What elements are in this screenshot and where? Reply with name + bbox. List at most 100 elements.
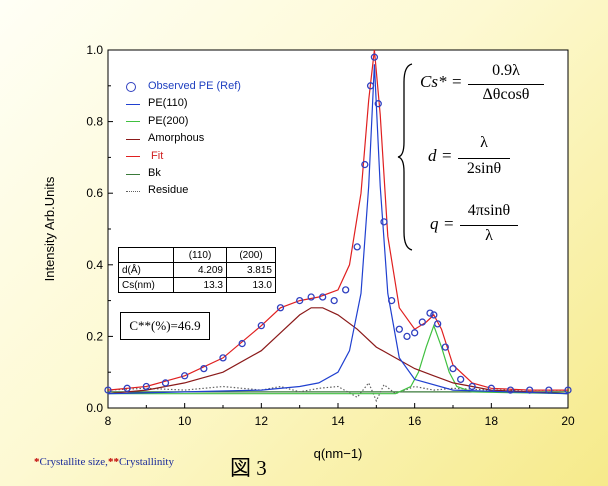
observed-point [123,384,131,392]
observed-point [411,329,419,337]
d-denominator: 2sinθ [466,160,502,177]
observed-point [296,296,304,305]
legend: Observed PE (Ref) PE(110) PE(200) Amorphous… [122,78,241,200]
cs-fraction-bar [468,84,544,85]
observed-point [457,375,465,384]
footnote-mark-1: * [34,456,40,468]
observed-point [276,304,285,312]
observed-point [487,384,495,392]
observed-point [181,372,189,380]
q-lhs: q [430,214,439,233]
table-cell: d(Å) [118,262,174,278]
y-tick-label: 0.2 [86,329,103,343]
legend-item: Residue [122,182,241,199]
formula-panel: Cs* = 0.9λ Δθcosθ d = λ 2sinθ q = 4πsinθ… [397,62,548,252]
table-header-cell [118,247,174,263]
parameter-table: (110) (200) d(Å) 4.209 3.815 Cs(nm) 13.3… [118,247,276,293]
x-tick-label: 12 [255,414,269,428]
observed-point [403,332,411,341]
table-cell: 13.3 [173,277,227,293]
observed-point [319,293,327,301]
d-lhs: d [428,146,437,165]
brace-icon [397,63,413,251]
footnote-mark-2: ** [107,456,119,468]
table-row: Cs(nm) 13.3 13.0 [118,277,276,293]
legend-label: PE(110) [148,97,188,110]
observed-point [257,322,265,330]
x-tick-label: 14 [331,414,345,428]
series-line-pe-200- [108,323,569,395]
observed-point [238,339,246,348]
legend-item: Observed PE (Ref) [122,78,241,95]
legend-item: Amorphous [122,130,241,147]
observed-point [441,343,449,351]
legend-label: Residue [148,184,189,197]
observed-point [330,296,338,305]
cs-lhs: Cs* [420,72,447,91]
observed-point [418,318,426,326]
legend-symbol-icon [122,151,148,161]
y-axis-title: Intensity Arb.Units [42,176,57,281]
legend-item: PE(200) [122,113,241,130]
cs-denominator: Δθcosθ [482,86,530,103]
observed-point [468,382,476,391]
legend-symbol-icon [122,116,148,126]
table-header-cell: (200) [226,247,276,263]
y-tick-label: 0.4 [86,258,103,272]
table-cell: 3.815 [226,262,276,278]
series-line-residue [107,381,568,403]
d-equals: = [442,146,452,165]
observed-point [353,243,361,251]
cs-equals: = [452,72,462,91]
observed-point [366,82,375,90]
q-denominator: λ [485,227,493,244]
x-axis-title: q(nm−1) [314,446,363,461]
x-tick-label: 8 [105,414,112,428]
legend-symbol-icon [122,81,148,92]
cs-numerator: 0.9λ [492,62,520,79]
legend-item: Fit [122,148,241,165]
observed-point [370,53,379,61]
observed-point [200,364,208,373]
y-tick-label: 1.0 [86,43,103,57]
x-tick-label: 18 [485,414,499,428]
legend-symbol-icon [122,169,148,179]
series-line-pe-110- [107,64,569,395]
table-row: d(Å) 4.209 3.815 [118,262,276,278]
observed-point [388,296,396,305]
table-header-cell: (110) [173,247,227,263]
series-layer [104,49,572,403]
x-tick-label: 20 [561,414,575,428]
legend-item: Bk [122,165,241,182]
axis-ticks: 8 10 12 14 16 18 20 0.0 0.2 0.4 0.6 0.8 1.0 [86,43,575,428]
observed-point [161,379,170,387]
observed-point [564,386,572,394]
q-fraction-bar [460,225,518,226]
footnote-text-2: Crystallinity [118,456,174,468]
table-cell: 4.209 [173,262,227,278]
figure-label: 図 3 [230,456,267,480]
observed-point [104,386,112,394]
observed-point [307,293,315,301]
observed-point [430,311,438,319]
footnote: *Crystallite size,**Crystallinity [34,456,174,468]
y-tick-label: 0.0 [86,401,103,415]
observed-point [342,286,350,294]
observed-point [449,364,457,373]
legend-label: PE(200) [148,114,189,127]
observed-point [219,354,227,362]
crystallinity-box: C**(%)=46.9 [120,312,210,340]
legend-label: Observed PE (Ref) [148,80,241,92]
table-header-row: (110) (200) [118,247,276,263]
legend-symbol-icon [122,186,148,196]
observed-point [380,218,388,226]
d-numerator: λ [480,134,488,151]
observed-point [426,309,434,317]
observed-point [142,382,150,391]
y-tick-label: 0.8 [86,115,103,129]
x-tick-label: 16 [408,414,422,428]
q-numerator: 4πsinθ [467,202,511,219]
legend-symbol-icon [122,134,148,144]
observed-point [506,386,515,394]
